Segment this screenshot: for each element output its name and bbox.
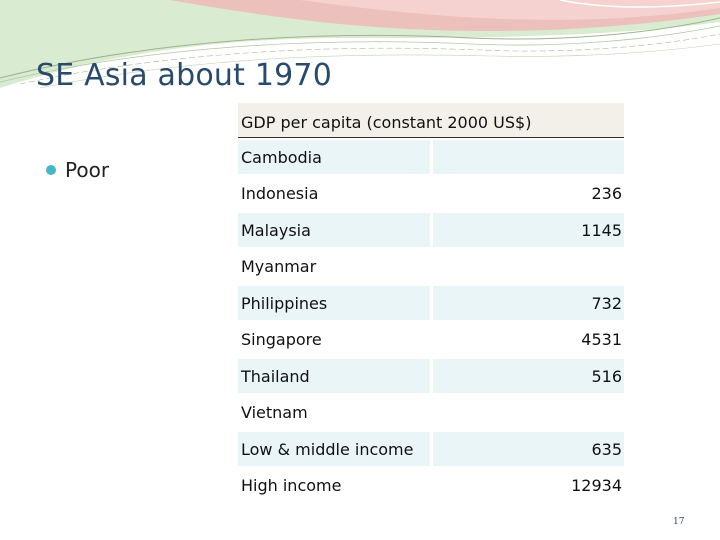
table-row: High income 12934	[238, 468, 624, 503]
value-cell: 516	[433, 359, 624, 394]
slide-title: SE Asia about 1970	[36, 58, 332, 93]
table-row: Cambodia	[238, 140, 624, 175]
value-cell: 12934	[433, 468, 624, 503]
table-row: Singapore 4531	[238, 322, 624, 357]
bullet-text: Poor	[65, 158, 110, 182]
country-cell: Indonesia	[238, 176, 430, 211]
bullet-dot-icon	[46, 165, 56, 175]
country-cell: Vietnam	[238, 395, 430, 430]
table-row: Philippines 732	[238, 286, 624, 321]
table-row: Malaysia 1145	[238, 213, 624, 248]
value-cell: 732	[433, 286, 624, 321]
country-cell: Low & middle income	[238, 432, 430, 467]
table-header-label: GDP per capita (constant 2000 US$)	[241, 113, 532, 132]
bullet-item: Poor	[46, 158, 109, 182]
value-cell: 635	[433, 432, 624, 467]
gdp-table: GDP per capita (constant 2000 US$) Cambo…	[238, 103, 624, 503]
value-cell: 236	[433, 176, 624, 211]
country-cell: High income	[238, 468, 430, 503]
country-cell: Malaysia	[238, 213, 430, 248]
table-row: Indonesia 236	[238, 176, 624, 211]
value-cell	[433, 140, 624, 175]
country-cell: Myanmar	[238, 249, 430, 284]
table-row: Low & middle income 635	[238, 432, 624, 467]
value-cell	[433, 395, 624, 430]
country-cell: Philippines	[238, 286, 430, 321]
value-cell: 1145	[433, 213, 624, 248]
country-cell: Cambodia	[238, 140, 430, 175]
value-cell	[433, 249, 624, 284]
table-header: GDP per capita (constant 2000 US$)	[238, 103, 624, 138]
page-number: 17	[673, 517, 685, 527]
country-cell: Thailand	[238, 359, 430, 394]
table-row: Myanmar	[238, 249, 624, 284]
table-row: Vietnam	[238, 395, 624, 430]
country-cell: Singapore	[238, 322, 430, 357]
value-cell: 4531	[433, 322, 624, 357]
table-row: Thailand 516	[238, 359, 624, 394]
header-decoration	[0, 0, 720, 89]
